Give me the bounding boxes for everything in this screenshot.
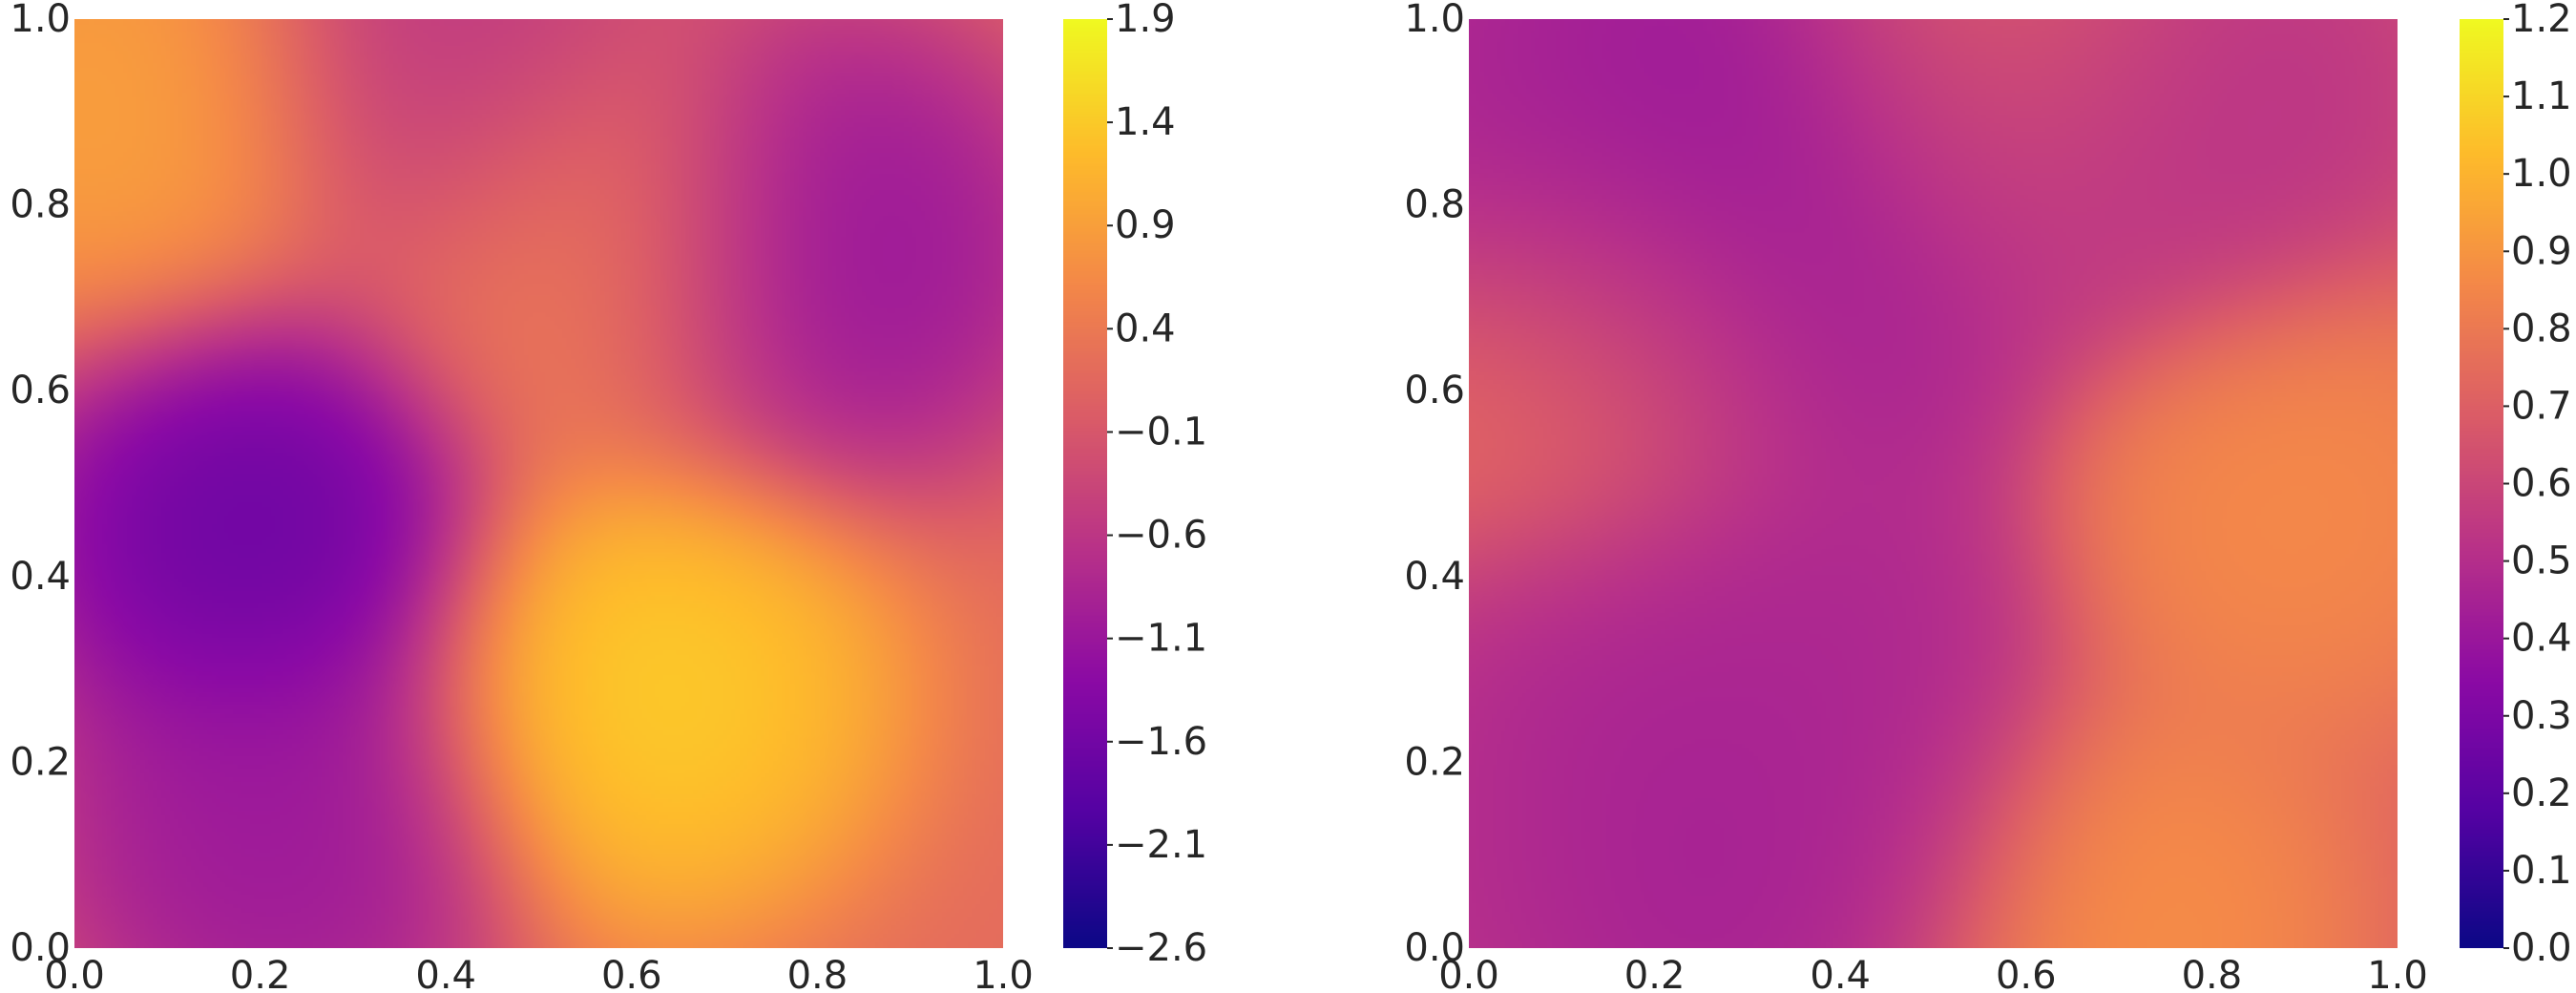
y-tick-label: 0.8 xyxy=(10,183,71,227)
y-tick-label: 0.4 xyxy=(10,555,71,599)
colorbar-tick-label: 0.9 xyxy=(2511,229,2572,273)
y-tick-label: 0.2 xyxy=(1404,740,1465,784)
y-tick-label: 0.2 xyxy=(10,740,71,784)
x-tick-label: 0.0 xyxy=(44,954,105,993)
colorbar-ticks-left: −2.6 −2.1 −1.6 −1.1 −0.6 −0.1 0.4 0.9 1.4 1.9 xyxy=(1107,0,1207,970)
colorbar-tick-label: −1.6 xyxy=(1115,720,1207,764)
colorbar-tick-label: 0.9 xyxy=(1115,203,1176,247)
x-tick-label: 0.4 xyxy=(1810,954,1871,993)
colorbar-tick-label: 0.5 xyxy=(2511,539,2572,583)
colorbar-right xyxy=(2460,19,2503,948)
colorbar-tick-label: −2.1 xyxy=(1115,823,1207,867)
heatmap-panel-right: 0.0 0.2 0.4 0.6 0.8 1.0 0.0 0.2 0.4 0.6 0.8 1.0 0.… xyxy=(1404,0,2571,993)
colorbar-tick-label: 1.4 xyxy=(1115,100,1176,144)
colorbar-tick-label: 1.9 xyxy=(1115,0,1176,41)
y-tick-label: 0.0 xyxy=(1404,926,1465,970)
heatmap-right xyxy=(1469,19,2398,948)
x-tick-label: 0.0 xyxy=(1438,954,1499,993)
colorbar-tick-label: 0.4 xyxy=(2511,617,2572,661)
colorbar-tick-label: 0.0 xyxy=(2511,926,2572,970)
x-tick-label: 0.8 xyxy=(787,954,848,993)
y-tick-label: 1.0 xyxy=(10,0,71,41)
colorbar-tick-label: 1.1 xyxy=(2511,74,2572,118)
x-tick-label: 0.8 xyxy=(2182,954,2243,993)
colorbar-tick-label: −1.1 xyxy=(1115,617,1207,661)
heatmap-left xyxy=(74,19,1003,948)
x-tick-label: 0.6 xyxy=(1996,954,2057,993)
x-tick-label: 1.0 xyxy=(2367,954,2428,993)
colorbar-tick-label: 0.2 xyxy=(2511,771,2572,815)
y-tick-label: 0.4 xyxy=(1404,555,1465,599)
colorbar-tick-label: 0.7 xyxy=(2511,384,2572,428)
x-axis-ticks-left: 0.0 0.2 0.4 0.6 0.8 1.0 xyxy=(44,954,1034,993)
y-tick-label: 1.0 xyxy=(1404,0,1465,41)
colorbar-tick-label: −0.1 xyxy=(1115,410,1207,454)
y-tick-label: 0.6 xyxy=(10,369,71,412)
colorbar-ticks-right: 0.0 0.1 0.2 0.3 0.4 0.5 0.6 0.7 0.8 0.9 1.0 1.1 1.2 xyxy=(2503,0,2572,970)
colorbar-tick-label: 0.1 xyxy=(2511,849,2572,893)
heatmap-panel-left: 0.0 0.2 0.4 0.6 0.8 1.0 0.0 0.2 0.4 0.6 0.8 1.0 −2… xyxy=(10,0,1207,993)
x-axis-ticks-right: 0.0 0.2 0.4 0.6 0.8 1.0 xyxy=(1438,954,2428,993)
x-tick-label: 1.0 xyxy=(973,954,1034,993)
colorbar-tick-label: 0.6 xyxy=(2511,462,2572,506)
colorbar-tick-label: −0.6 xyxy=(1115,514,1207,558)
colorbar-tick-label: 0.3 xyxy=(2511,694,2572,738)
colorbar-tick-label: 0.4 xyxy=(1115,306,1176,350)
y-tick-label: 0.0 xyxy=(10,926,71,970)
colorbar-left xyxy=(1063,19,1107,948)
colorbar-tick-label: 0.8 xyxy=(2511,306,2572,350)
colorbar-tick-label: −2.6 xyxy=(1115,926,1207,970)
y-tick-label: 0.6 xyxy=(1404,369,1465,412)
y-axis-ticks-right: 0.0 0.2 0.4 0.6 0.8 1.0 xyxy=(1404,0,1465,970)
x-tick-label: 0.2 xyxy=(1624,954,1686,993)
x-tick-label: 0.2 xyxy=(230,954,291,993)
x-tick-label: 0.4 xyxy=(415,954,476,993)
y-axis-ticks-left: 0.0 0.2 0.4 0.6 0.8 1.0 xyxy=(10,0,71,970)
colorbar-tick-label: 1.2 xyxy=(2511,0,2572,41)
x-tick-label: 0.6 xyxy=(601,954,662,993)
y-tick-label: 0.8 xyxy=(1404,183,1465,227)
colorbar-tick-label: 1.0 xyxy=(2511,152,2572,196)
